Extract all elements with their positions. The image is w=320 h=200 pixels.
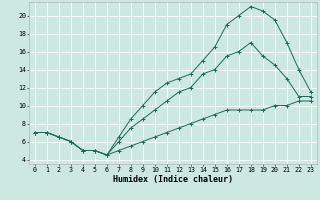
X-axis label: Humidex (Indice chaleur): Humidex (Indice chaleur) bbox=[113, 175, 233, 184]
